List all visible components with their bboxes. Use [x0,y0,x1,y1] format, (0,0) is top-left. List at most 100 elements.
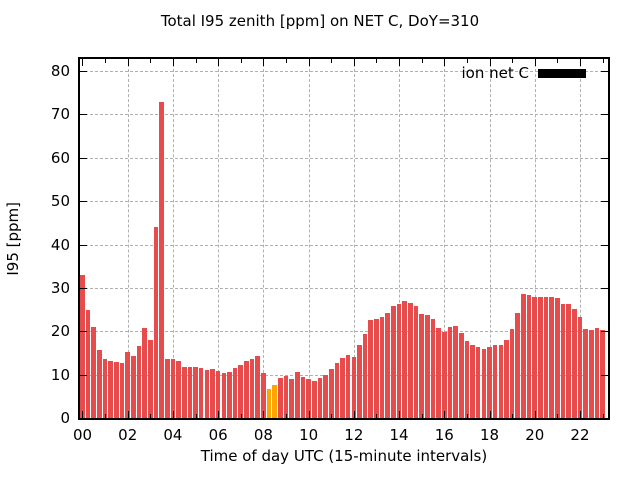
gridline-horizontal [80,331,608,333]
bar [543,297,549,418]
y-tick-mark [601,201,608,203]
bar [193,366,198,418]
x-tick-mark [512,59,514,63]
x-tick-mark [376,59,378,63]
bar [170,359,176,418]
bar [555,297,560,418]
y-tick-mark [601,331,608,333]
x-tick-mark [602,59,604,63]
x-tick-mark [353,411,355,418]
x-tick-label: 10 [299,426,319,444]
bar [232,368,238,418]
bar [272,385,277,418]
x-tick-label: 04 [163,426,183,444]
x-tick-mark [127,411,129,418]
y-tick-label: 50 [50,192,70,211]
bar [114,362,119,418]
x-tick-mark [240,59,242,63]
bar [475,347,481,418]
bar [283,375,289,418]
chart-title: Total I95 zenith [ppm] on NET C, DoY=310 [160,12,480,30]
gridline-vertical [263,59,265,418]
bar [278,377,283,418]
y-tick-mark [80,287,87,289]
y-tick-label: 0 [60,409,70,427]
x-tick-mark [444,411,446,418]
y-tick-mark [601,287,608,289]
legend: ion net C [462,64,586,82]
bar [419,313,424,418]
legend-label: ion net C [461,64,529,82]
bar [492,345,498,418]
bar [391,305,396,418]
y-tick-mark [80,157,87,159]
bar [402,301,407,418]
bar [464,341,470,418]
bar [413,306,419,418]
gridline-horizontal [80,71,608,73]
bar [238,364,244,418]
bar [289,378,294,418]
x-tick-mark [172,411,174,418]
bar [436,327,441,418]
x-tick-mark [399,59,401,66]
gridline-vertical [579,59,581,418]
bar [249,359,255,418]
bar [583,329,588,418]
bar [487,346,492,418]
x-tick-mark [218,59,220,66]
bar [176,360,181,418]
bar [430,319,436,418]
y-tick-label: 20 [50,322,70,341]
bar [526,295,532,418]
bar [300,377,306,418]
bar [345,354,351,418]
y-tick-mark [80,114,87,116]
bar [97,350,102,418]
y-tick-mark [601,71,608,73]
bar [255,356,261,418]
bar [136,346,142,418]
y-tick-mark [601,374,608,376]
bar [295,372,300,418]
gridline-horizontal [80,287,608,289]
bar [504,339,509,418]
x-tick-mark [489,59,491,66]
y-tick-label: 70 [50,105,70,124]
gridline-vertical [489,59,491,418]
x-tick-label: 14 [389,426,409,444]
x-tick-mark [579,59,581,66]
x-tick-mark [579,411,581,418]
bar [509,328,515,418]
bar [91,326,97,418]
x-tick-mark [82,411,84,418]
bar [447,327,453,418]
bar [221,373,227,418]
y-tick-label: 40 [50,235,70,254]
gridline-vertical [399,59,401,418]
x-tick-mark [489,411,491,418]
bar [515,312,521,418]
x-tick-mark [308,59,310,66]
bar [85,309,91,418]
bar [566,303,571,418]
bar [210,369,215,418]
y-tick-mark [601,244,608,246]
bar [538,297,543,418]
x-tick-label: 00 [72,426,93,444]
x-tick-mark [331,59,333,63]
x-tick-mark [105,59,107,63]
bar [142,327,147,418]
x-tick-mark [218,411,220,418]
bar [351,356,357,418]
gridline-horizontal [80,244,608,246]
bar [148,340,153,418]
bar [385,313,391,418]
gridline-vertical [353,59,355,418]
x-tick-label: 02 [118,426,138,444]
x-tick-mark [263,411,265,418]
bar [594,327,600,418]
y-tick-label: 80 [50,62,70,81]
bar [119,362,125,418]
bar [102,358,108,418]
